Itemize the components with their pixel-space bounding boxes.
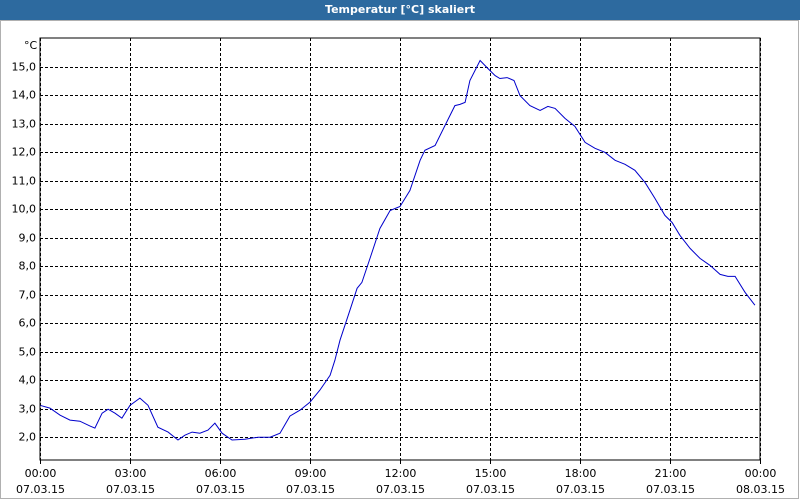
y-tick-label: 15,0: [12, 61, 37, 74]
plot-frame-top: [39, 37, 761, 461]
y-tick-label: 13,0: [12, 118, 37, 131]
y-tick-label: 6,0: [19, 317, 37, 330]
x-tick-label: 15:00 07.03.15: [466, 467, 515, 496]
y-tick-label: 8,0: [19, 260, 37, 273]
x-tick-label: 00:00 08.03.15: [736, 467, 785, 496]
temperature-line: [39, 59, 756, 441]
x-tick-label: 06:00 07.03.15: [196, 467, 245, 496]
window-border: [0, 20, 799, 499]
x-tick-label: 09:00 07.03.15: [286, 467, 335, 496]
y-tick-label: 11,0: [12, 175, 37, 188]
y-axis-unit: °C: [24, 39, 38, 52]
y-tick-label: 14,0: [12, 89, 37, 102]
chart-title: Temperatur [°C] skaliert: [0, 0, 800, 20]
y-tick-label: 2,0: [19, 431, 37, 444]
x-tick-label: 03:00 07.03.15: [106, 467, 155, 496]
y-tick-label: 3,0: [19, 403, 37, 416]
y-tick-label: 10,0: [12, 203, 37, 216]
y-tick-label: 12,0: [12, 146, 37, 159]
y-tick-label: 5,0: [19, 346, 37, 359]
y-tick-label: 7,0: [19, 289, 37, 302]
x-tick-label: 18:00 07.03.15: [556, 467, 605, 496]
x-tick-label: 12:00 07.03.15: [376, 467, 425, 496]
x-tick-label: 00:00 07.03.15: [16, 467, 65, 496]
x-tick-label: 21:00 07.03.15: [646, 467, 695, 496]
y-tick-label: 9,0: [19, 232, 37, 245]
y-tick-label: 4,0: [19, 374, 37, 387]
